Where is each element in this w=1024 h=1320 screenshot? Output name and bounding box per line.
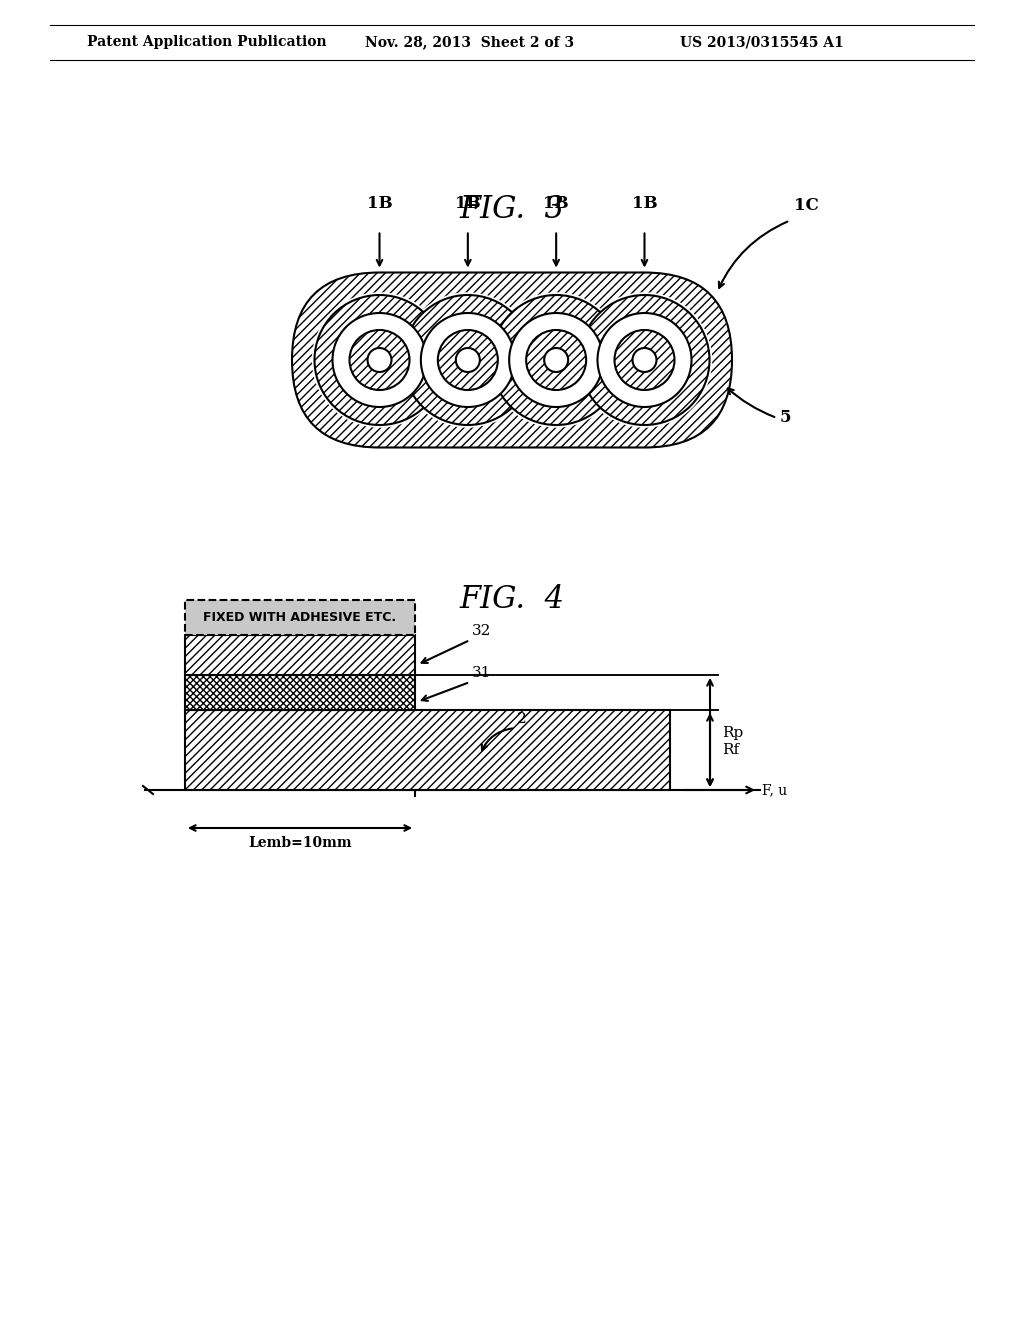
Text: 31: 31 — [472, 667, 492, 680]
Circle shape — [456, 348, 480, 372]
Circle shape — [349, 330, 410, 389]
Bar — [185, 710, 670, 789]
Circle shape — [578, 293, 712, 426]
Text: 5: 5 — [780, 409, 792, 426]
Circle shape — [438, 330, 498, 389]
Text: FIG.  3: FIG. 3 — [460, 194, 564, 226]
Text: US 2013/0315545 A1: US 2013/0315545 A1 — [680, 36, 844, 49]
Circle shape — [312, 293, 446, 426]
Circle shape — [492, 294, 622, 425]
Text: Patent Application Publication: Patent Application Publication — [87, 36, 327, 49]
Text: F, u: F, u — [762, 783, 787, 797]
Text: FIG.  4: FIG. 4 — [460, 585, 564, 615]
Text: 1B: 1B — [367, 195, 392, 213]
Circle shape — [368, 348, 391, 372]
Text: Lemb=10mm: Lemb=10mm — [248, 836, 352, 850]
Circle shape — [402, 294, 532, 425]
Circle shape — [333, 313, 427, 407]
Bar — [185, 635, 415, 675]
Circle shape — [633, 348, 656, 372]
Text: 2: 2 — [517, 711, 526, 726]
Circle shape — [400, 293, 535, 426]
Text: 1B: 1B — [455, 195, 480, 213]
Bar — [185, 601, 415, 635]
Circle shape — [544, 348, 568, 372]
Circle shape — [489, 293, 624, 426]
Text: 1C: 1C — [794, 198, 819, 214]
Text: 1B: 1B — [544, 195, 569, 213]
Text: FIXED WITH ADHESIVE ETC.: FIXED WITH ADHESIVE ETC. — [204, 611, 396, 624]
FancyBboxPatch shape — [292, 272, 732, 447]
Circle shape — [614, 330, 675, 389]
Circle shape — [509, 313, 603, 407]
Circle shape — [580, 294, 710, 425]
Text: Nov. 28, 2013  Sheet 2 of 3: Nov. 28, 2013 Sheet 2 of 3 — [365, 36, 574, 49]
Circle shape — [314, 294, 444, 425]
Text: Rf: Rf — [722, 743, 739, 756]
Bar — [185, 675, 415, 710]
Circle shape — [421, 313, 515, 407]
Text: 32: 32 — [472, 624, 492, 638]
Text: 1B: 1B — [632, 195, 657, 213]
Circle shape — [526, 330, 586, 389]
Circle shape — [597, 313, 691, 407]
Text: Rp: Rp — [722, 726, 743, 739]
